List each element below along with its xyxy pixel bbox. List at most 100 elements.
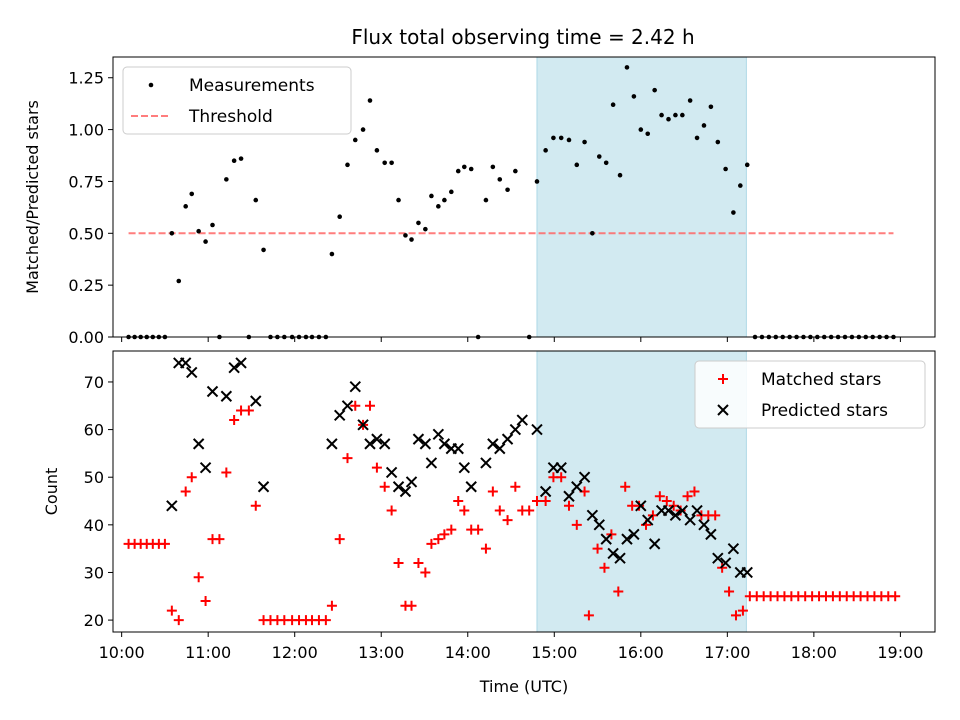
- data-point: [243, 405, 254, 416]
- x-tick-label: 12:00: [272, 643, 318, 662]
- data-point: [412, 433, 425, 445]
- data-point: [673, 112, 678, 118]
- data-point: [571, 481, 583, 493]
- y-tick-label: 1.00: [68, 121, 104, 140]
- data-point: [593, 519, 605, 531]
- data-point: [531, 423, 543, 436]
- legend-box: [694, 360, 926, 429]
- data-point: [701, 123, 707, 128]
- data-point: [423, 226, 428, 232]
- data-point: [179, 357, 192, 369]
- x-tick-label: 17:00: [704, 643, 750, 662]
- y-tick-label: 20: [84, 611, 104, 630]
- y-tick-label: 50: [84, 468, 104, 487]
- data-point: [741, 566, 753, 579]
- data-point: [186, 366, 198, 379]
- data-point: [494, 442, 506, 455]
- data-point: [337, 214, 342, 220]
- data-point: [449, 189, 454, 195]
- data-point: [712, 552, 724, 564]
- data-point: [374, 148, 380, 153]
- data-point: [221, 467, 232, 478]
- data-point: [379, 481, 390, 492]
- data-point: [513, 168, 518, 174]
- data-point: [566, 137, 572, 143]
- data-point: [621, 533, 633, 545]
- data-point: [596, 154, 602, 159]
- data-point: [724, 586, 735, 597]
- data-point: [425, 457, 438, 469]
- data-point: [459, 505, 470, 516]
- data-point: [691, 504, 703, 517]
- data-point: [432, 428, 445, 441]
- data-point: [628, 528, 640, 541]
- legend-label: Threshold: [188, 107, 273, 127]
- data-point: [483, 197, 489, 203]
- data-point: [682, 491, 693, 502]
- data-point: [429, 193, 434, 199]
- data-point: [350, 400, 361, 411]
- data-point: [326, 600, 337, 611]
- data-point: [420, 567, 431, 578]
- data-point: [689, 486, 700, 497]
- data-point: [193, 572, 204, 583]
- y-tick-label: 40: [84, 516, 104, 535]
- data-point: [453, 496, 464, 507]
- data-point: [563, 490, 575, 502]
- data-point: [586, 509, 599, 522]
- x-tick-label: 18:00: [791, 643, 837, 662]
- data-point: [501, 433, 514, 445]
- data-point: [635, 500, 647, 512]
- data-point: [676, 504, 689, 517]
- data-point: [176, 278, 182, 284]
- data-point: [396, 197, 401, 203]
- y-tick-label: 0.75: [68, 172, 104, 191]
- data-point: [334, 534, 345, 545]
- data-point: [599, 562, 610, 573]
- data-point: [666, 116, 671, 122]
- data-point: [438, 438, 451, 450]
- data-point: [465, 481, 477, 493]
- y-tick-label: 0.00: [68, 328, 104, 347]
- data-point: [166, 605, 177, 616]
- legend-label: Predicted stars: [761, 401, 888, 421]
- x-tick-label: 14:00: [445, 643, 491, 662]
- data-point: [206, 385, 219, 398]
- data-point: [737, 605, 748, 616]
- data-point: [731, 210, 736, 215]
- data-point: [645, 131, 651, 137]
- data-point: [439, 529, 450, 540]
- data-point: [228, 361, 240, 374]
- data-point: [555, 461, 567, 474]
- data-point: [710, 510, 721, 521]
- legend: Measurements Threshold: [122, 66, 352, 135]
- data-point: [433, 534, 444, 545]
- y-tick-label: 70: [84, 373, 104, 392]
- x-tick-label: 19:00: [877, 643, 923, 662]
- data-point: [582, 139, 587, 145]
- data-point: [490, 164, 496, 170]
- legend-handle: [717, 404, 729, 416]
- data-point: [235, 357, 247, 369]
- data-point: [341, 400, 354, 412]
- data-point: [473, 524, 484, 535]
- data-point: [480, 543, 491, 554]
- legend-label: Matched stars: [761, 370, 881, 390]
- data-point: [613, 586, 624, 597]
- legend-label: Measurements: [189, 76, 315, 96]
- y-tick-label: 1.25: [68, 69, 104, 88]
- data-point: [378, 438, 391, 450]
- data-point: [261, 247, 266, 253]
- data-point: [442, 197, 447, 203]
- data-point: [708, 104, 714, 110]
- data-point: [253, 197, 259, 203]
- data-point: [405, 476, 418, 488]
- data-point: [556, 472, 567, 483]
- data-point: [480, 457, 492, 469]
- data-point: [659, 112, 664, 118]
- data-point: [624, 65, 630, 70]
- data-point: [203, 239, 208, 244]
- data-point: [727, 542, 740, 555]
- data-point: [349, 381, 361, 393]
- data-point: [563, 500, 574, 511]
